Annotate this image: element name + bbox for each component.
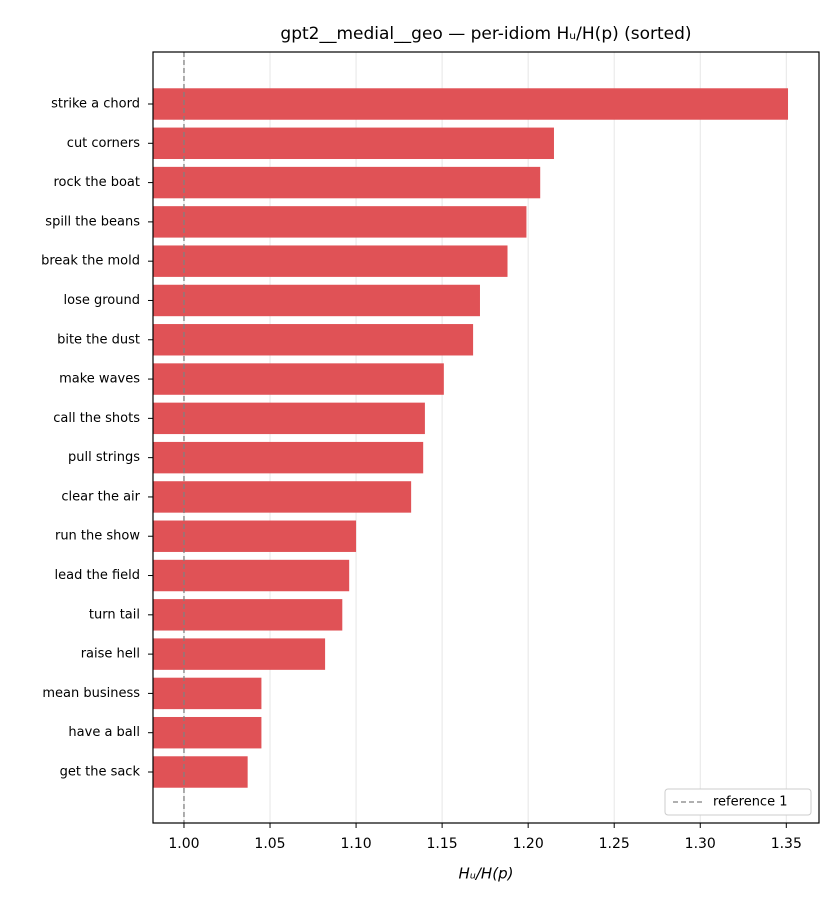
x-axis-label: Hᵤ/H(p) <box>459 865 514 883</box>
y-tick-label: spill the beans <box>45 214 140 229</box>
y-tick-label: clear the air <box>61 489 140 504</box>
bar <box>153 127 554 160</box>
bar <box>153 363 444 395</box>
bar <box>153 481 412 513</box>
y-tick-label: call the shots <box>53 411 140 426</box>
y-tick-label: rock the boat <box>53 175 140 190</box>
bar <box>153 638 326 670</box>
x-tick-label: 1.05 <box>254 836 285 852</box>
y-tick-label: lead the field <box>55 568 140 583</box>
bar <box>153 88 789 120</box>
bar <box>153 677 262 710</box>
y-tick-label: get the sack <box>60 765 141 780</box>
bar <box>153 402 425 435</box>
y-tick-label: raise hell <box>81 647 140 662</box>
bar <box>153 756 248 788</box>
y-tick-label: make waves <box>59 372 140 387</box>
y-tick-label: run the show <box>55 529 140 544</box>
bar <box>153 520 357 552</box>
x-tick-label: 1.15 <box>427 836 458 852</box>
legend-label: reference 1 <box>713 795 787 810</box>
axes-frame <box>152 51 820 824</box>
bar <box>153 559 350 592</box>
y-tick-label: bite the dust <box>57 332 140 347</box>
x-tick-label: 1.20 <box>513 836 544 852</box>
x-tick-label: 1.00 <box>168 836 199 852</box>
y-tick-label: strike a chord <box>51 97 140 112</box>
y-tick-label: turn tail <box>89 607 140 622</box>
x-tick-label: 1.35 <box>771 836 802 852</box>
bar <box>153 324 474 356</box>
y-tick-label: have a ball <box>68 725 140 740</box>
bar <box>153 206 527 238</box>
legend-box <box>664 788 812 816</box>
x-tick-label: 1.25 <box>599 836 630 852</box>
y-tick-label: lose ground <box>64 293 140 308</box>
bar <box>153 166 541 199</box>
bar <box>153 245 508 277</box>
y-tick-label: pull strings <box>68 450 140 465</box>
chart-title: gpt2__medial__geo — per-idiom Hᵤ/H(p) (s… <box>280 24 691 44</box>
y-tick-label: cut corners <box>67 136 140 151</box>
y-tick-label: mean business <box>42 686 140 701</box>
x-tick-label: 1.10 <box>340 836 371 852</box>
bar <box>153 284 480 317</box>
bar <box>153 441 424 474</box>
bar <box>153 716 262 749</box>
x-tick-label: 1.30 <box>685 836 716 852</box>
y-tick-label: break the mold <box>41 254 140 269</box>
bar <box>153 599 343 631</box>
